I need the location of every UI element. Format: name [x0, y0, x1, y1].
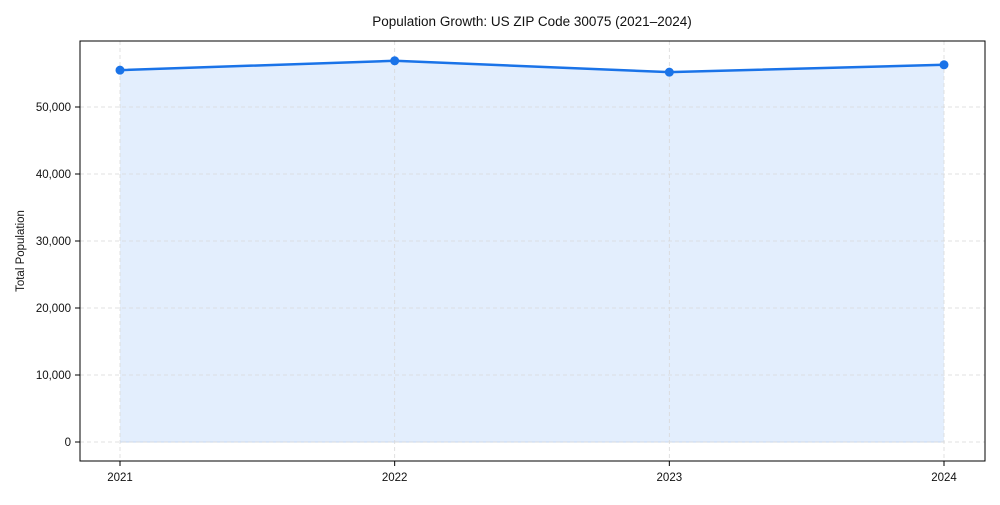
- plot-frame: [79, 40, 986, 462]
- data-point-marker: [390, 56, 400, 66]
- data-point-marker: [664, 67, 674, 77]
- y-tick-label: 0: [65, 437, 71, 449]
- y-axis-label: Total Population: [15, 210, 27, 292]
- x-tick-label: 2024: [931, 472, 957, 484]
- chart-title: Population Growth: US ZIP Code 30075 (20…: [372, 14, 691, 29]
- y-tick-label: 10,000: [36, 370, 71, 382]
- y-tick-label: 40,000: [36, 169, 71, 181]
- x-tick-label: 2023: [657, 472, 683, 484]
- y-tick-label: 30,000: [36, 236, 71, 248]
- plot-area: 0 10,000 20,000 30,000 40,000 50,000 2021 2022 2…: [36, 40, 986, 484]
- x-tick-label: 2021: [107, 472, 133, 484]
- data-point-marker: [939, 60, 949, 70]
- y-tick-label: 20,000: [36, 303, 71, 315]
- data-point-marker: [115, 65, 125, 75]
- area-fill: [120, 60, 944, 443]
- x-tick-label: 2022: [382, 472, 408, 484]
- series-line: [119, 59, 945, 74]
- y-tick-label: 50,000: [36, 102, 71, 114]
